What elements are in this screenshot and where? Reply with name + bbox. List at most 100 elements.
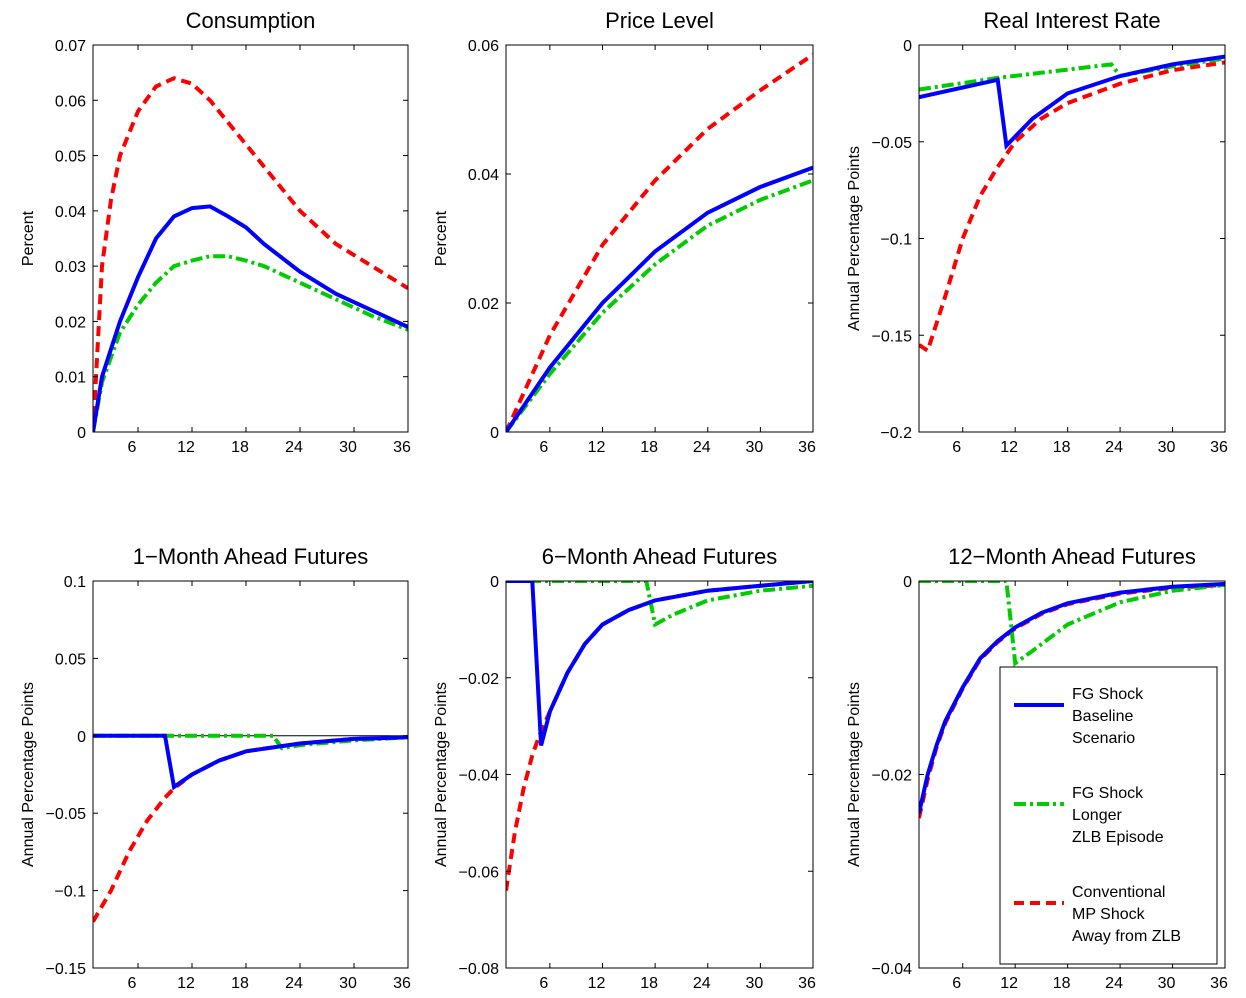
- plot-area: [506, 581, 813, 968]
- x-tick-label: 36: [393, 439, 411, 456]
- plot-area: [506, 45, 813, 432]
- subplot-title: 12−Month Ahead Futures: [948, 544, 1196, 569]
- x-tick-label: 30: [1158, 439, 1176, 456]
- x-tick-label: 30: [339, 439, 357, 456]
- plot-area: [93, 581, 408, 968]
- y-tick-label: 0.05: [55, 149, 86, 166]
- y-tick-label: 0: [490, 574, 499, 591]
- y-tick-label: −0.02: [872, 768, 913, 785]
- plot-area: [919, 45, 1225, 432]
- y-tick-label: −0.2: [880, 425, 912, 442]
- y-tick-label: −0.15: [46, 961, 87, 978]
- series-line: [93, 254, 408, 432]
- subplot: 6 12 18 24 30 36 −0.15 −0.1 −0.05 0 0.05 0.1 1−Month…: [20, 544, 411, 992]
- x-tick-label: 18: [640, 439, 658, 456]
- x-tick-label: 12: [177, 439, 195, 456]
- subplot-title: Real Interest Rate: [983, 8, 1160, 33]
- x-tick-label: 18: [640, 975, 658, 992]
- x-tick-label: 18: [231, 439, 249, 456]
- axes-box: [505, 44, 814, 433]
- x-tick-label: 6: [128, 975, 137, 992]
- series-line: [506, 165, 813, 432]
- x-tick-label: 6: [952, 439, 961, 456]
- y-tick-label: 0.03: [55, 259, 86, 276]
- x-tick-label: 24: [285, 439, 303, 456]
- series-line: [919, 581, 1225, 667]
- subplot: 6 12 18 24 30 36 −0.08 −0.06 −0.04 −0.02 0 6−Month …: [433, 544, 816, 992]
- x-tick-label: 24: [285, 975, 303, 992]
- legend-label: Conventional: [1072, 884, 1165, 901]
- x-tick-label: 12: [588, 975, 606, 992]
- x-tick-label: 18: [231, 975, 249, 992]
- legend-label: MP Shock: [1072, 906, 1146, 923]
- x-tick-label: 6: [539, 439, 548, 456]
- y-tick-label: 0: [77, 729, 86, 746]
- subplot-title: Consumption: [186, 8, 316, 33]
- axes-box: [92, 580, 409, 969]
- series-line: [93, 733, 408, 791]
- series-line: [919, 581, 1225, 814]
- series-line: [93, 204, 408, 432]
- y-tick-label: 0.07: [55, 38, 86, 55]
- subplot-title: 1−Month Ahead Futures: [133, 544, 368, 569]
- x-tick-label: 30: [1158, 975, 1176, 992]
- y-tick-label: −0.04: [872, 961, 913, 978]
- x-tick-label: 6: [952, 975, 961, 992]
- y-axis-label: Annual Percentage Points: [20, 682, 37, 867]
- y-tick-label: −0.15: [872, 328, 913, 345]
- x-tick-label: 18: [1053, 975, 1071, 992]
- legend-label: Scenario: [1072, 730, 1135, 747]
- axes-box: [92, 44, 409, 433]
- y-tick-label: 0.02: [55, 314, 86, 331]
- y-tick-label: 0.04: [55, 204, 86, 221]
- series-line: [919, 54, 1225, 150]
- y-tick-label: −0.04: [459, 768, 500, 785]
- y-axis-label: Annual Percentage Points: [433, 682, 450, 867]
- legend-label: FG Shock: [1072, 686, 1144, 703]
- subplot: 6 12 18 24 30 36 0 0.02 0.04 0.06 Price Level Perce…: [433, 8, 816, 456]
- legend-box: [999, 666, 1218, 965]
- x-tick-label: 12: [1000, 439, 1018, 456]
- y-tick-label: −0.1: [880, 232, 912, 249]
- x-tick-label: 30: [745, 975, 763, 992]
- y-axis-label: Annual Percentage Points: [846, 682, 863, 867]
- legend-label: Longer: [1072, 807, 1122, 824]
- x-tick-label: 36: [798, 975, 816, 992]
- x-tick-label: 12: [177, 975, 195, 992]
- series-line: [919, 60, 1225, 354]
- y-axis-label: Percent: [433, 210, 450, 266]
- series-line: [506, 581, 813, 747]
- y-tick-label: 0.02: [468, 296, 499, 313]
- series-line: [93, 76, 408, 432]
- y-tick-label: 0.04: [468, 167, 499, 184]
- y-tick-label: 0.05: [55, 651, 86, 668]
- legend-label: ZLB Episode: [1072, 829, 1164, 846]
- y-tick-label: −0.08: [459, 961, 500, 978]
- x-tick-label: 30: [745, 439, 763, 456]
- legend-label: Baseline: [1072, 708, 1133, 725]
- y-tick-label: 0.06: [468, 38, 499, 55]
- subplot: 6 12 18 24 30 36 0 0.01 0.02 0.03 0.04 0.05 0.06 0.07…: [20, 8, 411, 456]
- x-tick-label: 24: [1105, 439, 1123, 456]
- y-tick-label: 0.1: [64, 574, 86, 591]
- subplot: 6 12 18 24 30 36 −0.2 −0.15 −0.1 −0.05 0 Real Inter…: [846, 8, 1228, 456]
- y-axis-label: Annual Percentage Points: [846, 146, 863, 331]
- x-tick-label: 12: [588, 439, 606, 456]
- legend-label: Away from ZLB: [1072, 928, 1181, 945]
- y-tick-label: −0.06: [459, 864, 500, 881]
- subplot-title: 6−Month Ahead Futures: [542, 544, 777, 569]
- series-line: [506, 178, 813, 432]
- y-tick-label: 0: [490, 425, 499, 442]
- series-line: [506, 53, 813, 432]
- y-tick-label: 0.06: [55, 93, 86, 110]
- y-axis-label: Percent: [20, 210, 37, 266]
- y-tick-label: −0.1: [54, 884, 86, 901]
- subplot-title: Price Level: [605, 8, 714, 33]
- x-tick-label: 36: [393, 975, 411, 992]
- y-tick-label: −0.05: [46, 806, 87, 823]
- subplot: 6 12 18 24 30 36 −0.04 −0.02 0 12−Month Ahead Fut…: [846, 544, 1228, 992]
- x-tick-label: 36: [1210, 439, 1228, 456]
- x-tick-label: 6: [539, 975, 548, 992]
